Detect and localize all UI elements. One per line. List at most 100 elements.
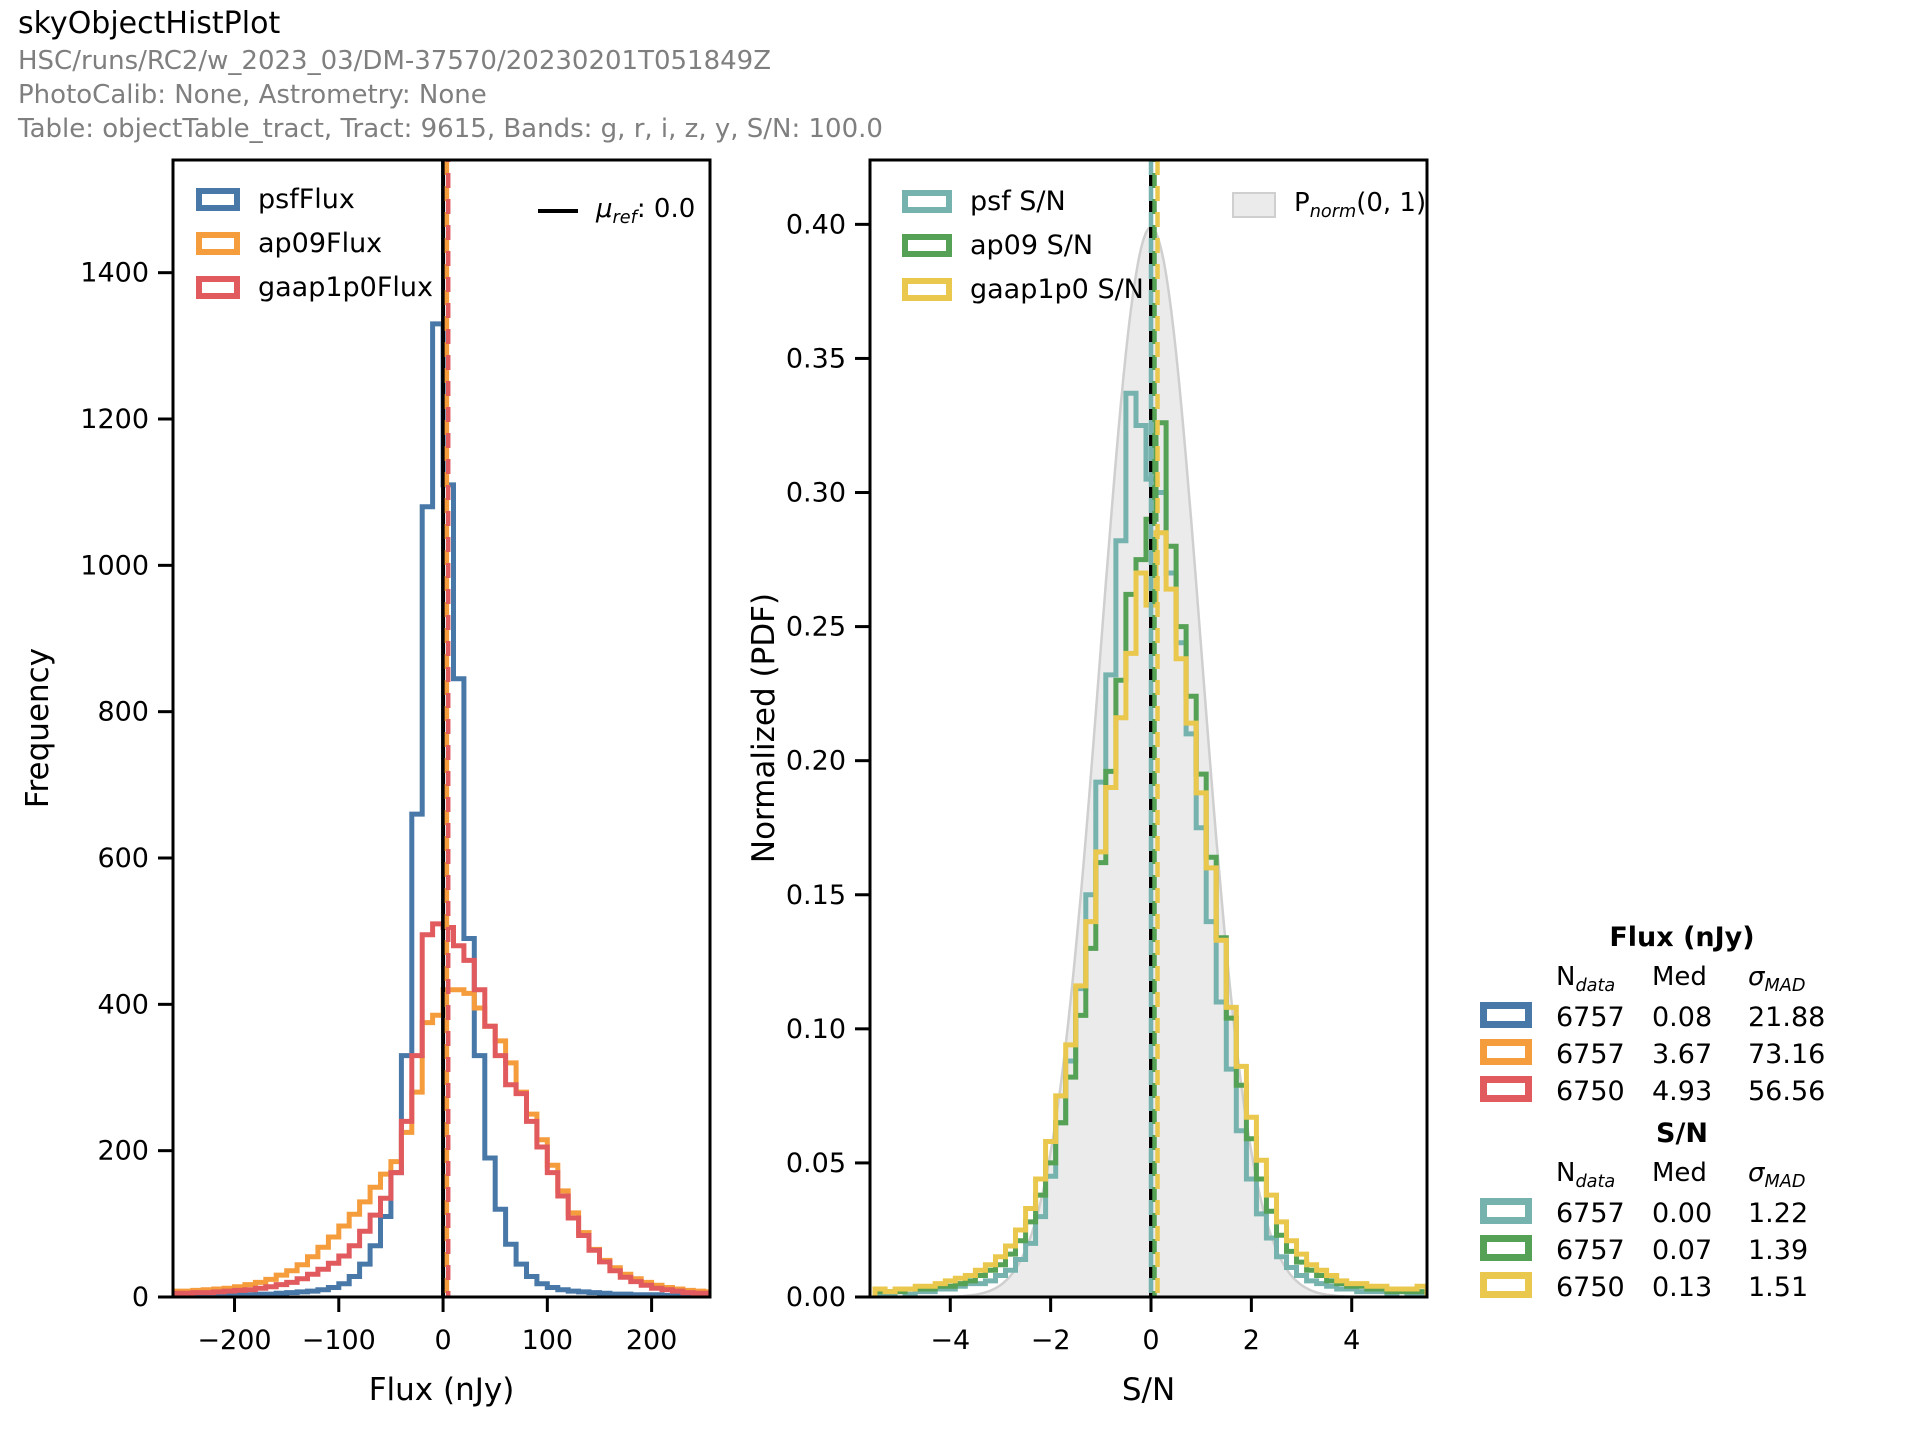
flux-stats-title: Flux (nJy)	[1609, 922, 1755, 953]
med-column-header: Med	[1652, 962, 1707, 992]
ap09-flux-swatch	[196, 232, 240, 255]
table-row: 6757 0.00 1.22	[1480, 1196, 1840, 1230]
psf-sn-row-swatch	[1480, 1198, 1532, 1224]
x-tick-label: −4	[930, 1325, 970, 1356]
mu-ref-line-swatch	[538, 209, 578, 214]
sigma-mad-column-header: σMAD	[1748, 1158, 1806, 1193]
ap09-sn-sigma-value: 1.39	[1748, 1234, 1809, 1266]
p-norm-patch-swatch	[1232, 192, 1276, 219]
gaap-sn-legend-label: gaap1p0 S/N	[970, 274, 1144, 305]
sn-legend: psf S/N ap09 S/N gaap1p0 S/N	[902, 186, 1144, 305]
gaap-sn-sigma-value: 1.51	[1748, 1271, 1809, 1303]
x-tick-label: 100	[522, 1325, 574, 1356]
med-column-header: Med	[1652, 1158, 1707, 1188]
flux-legend-item-gaap: gaap1p0Flux	[196, 272, 433, 303]
y-tick-label: 1400	[80, 258, 149, 289]
ap09-flux-med-value: 3.67	[1652, 1038, 1713, 1070]
y-tick-label: 200	[97, 1136, 149, 1167]
y-tick-label: 600	[97, 843, 149, 874]
y-tick-label: 0.05	[786, 1148, 846, 1179]
ap09-flux-n-value: 6757	[1556, 1038, 1625, 1070]
x-tick-label: −100	[302, 1325, 376, 1356]
header-calib-line: PhotoCalib: None, Astrometry: None	[18, 80, 487, 110]
psf-flux-swatch	[196, 188, 240, 211]
gaap-sn-med-value: 0.13	[1652, 1271, 1713, 1303]
ap09-flux-sigma-value: 73.16	[1748, 1038, 1826, 1070]
ap09-sn-legend-label: ap09 S/N	[970, 230, 1094, 261]
y-tick-label: 800	[97, 697, 149, 728]
psf-sn-swatch	[902, 190, 952, 213]
x-tick-label: 200	[626, 1325, 678, 1356]
ap09-sn-med-value: 0.07	[1652, 1234, 1713, 1266]
ap09-sn-row-swatch	[1480, 1235, 1532, 1261]
gaap1p0-s-n-histogram-line	[872, 530, 1427, 1297]
x-tick-label: 2	[1243, 1325, 1260, 1356]
y-tick-label: 0.20	[786, 746, 846, 777]
x-tick-label: 0	[1142, 1325, 1159, 1356]
x-tick-label: −2	[1031, 1325, 1071, 1356]
n-data-column-header: Ndata	[1556, 962, 1616, 997]
normalized-pdf-y-axis-label: Normalized (PDF)	[746, 592, 782, 864]
flux-legend: psfFlux ap09Flux gaap1p0Flux	[196, 184, 433, 303]
gaap-flux-med-value: 4.93	[1652, 1075, 1713, 1107]
psf-sn-med-value: 0.00	[1652, 1197, 1713, 1229]
psf-flux-med-value: 0.08	[1652, 1001, 1713, 1033]
gaap-sn-n-value: 6750	[1556, 1271, 1625, 1303]
x-tick-label: 4	[1343, 1325, 1360, 1356]
table-row: 6757 0.07 1.39	[1480, 1233, 1840, 1267]
flux-stats-header-row: Ndata Med σMAD	[1480, 962, 1840, 996]
y-tick-label: 0.10	[786, 1014, 846, 1045]
gaap-flux-legend-label: gaap1p0Flux	[258, 272, 433, 303]
y-tick-label: 1200	[80, 404, 149, 435]
flux-x-axis-label: Flux (nJy)	[368, 1372, 515, 1408]
sn-histogram-axes-box	[868, 158, 1429, 1299]
psf-flux-row-swatch	[1480, 1002, 1532, 1028]
psf-sn-legend-label: psf S/N	[970, 186, 1066, 217]
flux-histogram-axes-box	[171, 158, 712, 1299]
psf-sn-n-value: 6757	[1556, 1197, 1625, 1229]
y-tick-label: 0.15	[786, 880, 846, 911]
ap09-sn-swatch	[902, 234, 952, 257]
sn-stats-header-row: Ndata Med σMAD	[1480, 1158, 1840, 1192]
gaap-sn-swatch	[902, 278, 952, 301]
ap09-sn-n-value: 6757	[1556, 1234, 1625, 1266]
header-run-line: HSC/runs/RC2/w_2023_03/DM-37570/20230201…	[18, 46, 772, 76]
ap09-flux-legend-label: ap09Flux	[258, 228, 383, 259]
y-tick-label: 0.35	[786, 343, 846, 374]
psf-flux-n-value: 6757	[1556, 1001, 1625, 1033]
gaap-flux-sigma-value: 56.56	[1748, 1075, 1826, 1107]
sn-legend-item-gaap: gaap1p0 S/N	[902, 274, 1144, 305]
frequency-y-axis-label: Frequency	[20, 647, 56, 809]
y-tick-label: 0.25	[786, 612, 846, 643]
flux-histogram-plot-area	[173, 160, 710, 1297]
y-tick-label: 0.30	[786, 478, 846, 509]
sn-legend-item-psf: psf S/N	[902, 186, 1144, 217]
gaap-sn-row-swatch	[1480, 1272, 1532, 1298]
psf-flux-sigma-value: 21.88	[1748, 1001, 1826, 1033]
table-row: 6757 0.08 21.88	[1480, 1000, 1840, 1034]
ap09-flux-row-swatch	[1480, 1039, 1532, 1065]
page-title: skyObjectHistPlot	[18, 6, 281, 41]
y-tick-label: 0.00	[786, 1282, 846, 1313]
y-tick-label: 0	[132, 1282, 149, 1313]
n-data-column-header: Ndata	[1556, 1158, 1616, 1193]
sn-histogram-plot-area	[872, 160, 1427, 1297]
mu-ref-legend-label: μref: 0.0	[596, 194, 696, 229]
gaap-flux-row-swatch	[1480, 1076, 1532, 1102]
flux-legend-item-psf: psfFlux	[196, 184, 433, 215]
psf-flux-legend-label: psfFlux	[258, 184, 355, 215]
p-norm-legend-label: Pnorm(0, 1)	[1294, 188, 1427, 223]
table-row: 6750 4.93 56.56	[1480, 1074, 1840, 1108]
x-tick-label: 0	[434, 1325, 451, 1356]
y-tick-label: 0.40	[786, 209, 846, 240]
gaap-flux-swatch	[196, 276, 240, 299]
p-norm-legend: Pnorm(0, 1)	[1232, 188, 1426, 222]
flux-legend-item-ap09: ap09Flux	[196, 228, 433, 259]
gaap-flux-n-value: 6750	[1556, 1075, 1625, 1107]
sn-legend-item-ap09: ap09 S/N	[902, 230, 1144, 261]
mu-ref-legend: μref: 0.0	[538, 194, 695, 228]
sn-x-axis-label: S/N	[1121, 1372, 1176, 1408]
psf-sn-sigma-value: 1.22	[1748, 1197, 1809, 1229]
